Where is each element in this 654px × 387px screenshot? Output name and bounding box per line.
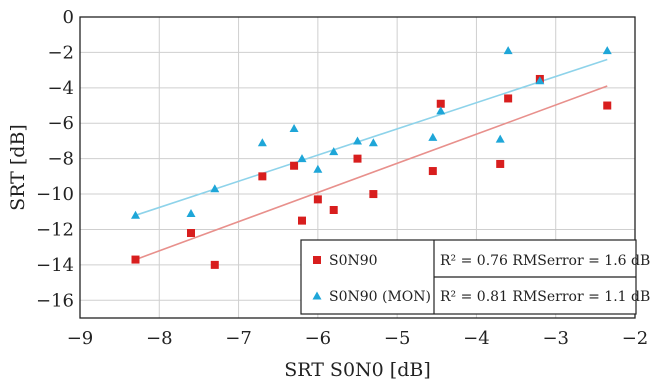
y-tick-label: −16: [36, 290, 74, 311]
legend-label: S0N90: [329, 253, 378, 269]
data-point-s0n90-mon: [329, 147, 339, 156]
data-point-s0n90-mon: [186, 209, 196, 218]
y-tick-label: −6: [47, 113, 74, 134]
data-point-s0n90-mon: [535, 76, 545, 85]
data-point-s0n90-mon: [602, 46, 612, 55]
data-point-s0n90-mon: [503, 46, 513, 55]
x-tick-label: −4: [463, 328, 490, 349]
y-tick-label: −14: [36, 255, 74, 276]
fit-stats: R² = 0.81 RMSerror = 1.1 dB: [440, 289, 650, 305]
y-tick-label: −12: [36, 219, 74, 240]
x-tick-label: −9: [67, 328, 94, 349]
data-points: [131, 46, 612, 269]
data-point-s0n90-mon: [210, 184, 220, 193]
data-point-s0n90-mon: [257, 138, 267, 147]
data-point-s0n90: [131, 255, 140, 264]
data-point-s0n90: [187, 229, 195, 238]
data-point-s0n90: [290, 161, 299, 170]
x-tick-label: −3: [542, 328, 569, 349]
data-point-s0n90-mon: [428, 132, 438, 141]
data-point-s0n90-mon: [297, 154, 307, 163]
data-point-s0n90: [428, 167, 437, 176]
y-tick-label: 0: [63, 7, 74, 28]
legend: S0N90 R² = 0.76 RMSerror = 1.6 dB S0N90 (M…: [300, 239, 650, 315]
data-point-s0n90-mon: [368, 138, 378, 147]
legend-label: S0N90 (MON): [329, 289, 431, 305]
y-tick-label: −8: [47, 149, 74, 170]
plot-frame: [79, 16, 636, 319]
x-tick-labels: −9 −8 −7 −6 −5 −4 −3 −2: [67, 328, 649, 349]
legend-marker: [312, 291, 322, 300]
y-tick-label: −10: [36, 184, 74, 205]
x-tick-label: −5: [384, 328, 411, 349]
y-axis-label: SRT [dB]: [7, 124, 29, 211]
data-point-s0n90: [504, 94, 513, 103]
x-tick-label: −6: [305, 328, 332, 349]
y-tick-label: −4: [47, 78, 74, 99]
data-point-s0n90: [313, 195, 322, 204]
data-point-s0n90: [496, 159, 505, 168]
data-point-s0n90: [436, 99, 445, 108]
x-axis-label: SRT S0N0 [dB]: [284, 359, 431, 381]
y-tick-labels: 0 −2 −4 −6 −8 −10 −12 −14 −16: [36, 7, 74, 311]
data-point-s0n90: [603, 101, 612, 110]
data-point-s0n90-mon: [313, 164, 323, 173]
data-point-s0n90-mon: [131, 210, 140, 219]
x-tick-label: −2: [622, 328, 649, 349]
fit-line: [135, 85, 608, 261]
data-point-s0n90-mon: [289, 124, 299, 133]
y-tick-label: −2: [47, 42, 74, 63]
data-point-s0n90: [353, 154, 362, 163]
x-tick-label: −8: [146, 328, 173, 349]
legend-marker: [313, 256, 321, 264]
data-point-s0n90: [329, 205, 338, 214]
data-point-s0n90-mon: [353, 136, 362, 145]
data-point-s0n90: [369, 190, 378, 199]
data-point-s0n90: [258, 172, 267, 181]
data-point-s0n90-mon: [436, 106, 446, 115]
data-point-s0n90: [210, 260, 219, 269]
data-point-s0n90-mon: [495, 134, 505, 143]
fit-stats: R² = 0.76 RMSerror = 1.6 dB: [440, 253, 650, 269]
data-point-s0n90: [298, 216, 306, 225]
x-tick-label: −7: [225, 328, 252, 349]
